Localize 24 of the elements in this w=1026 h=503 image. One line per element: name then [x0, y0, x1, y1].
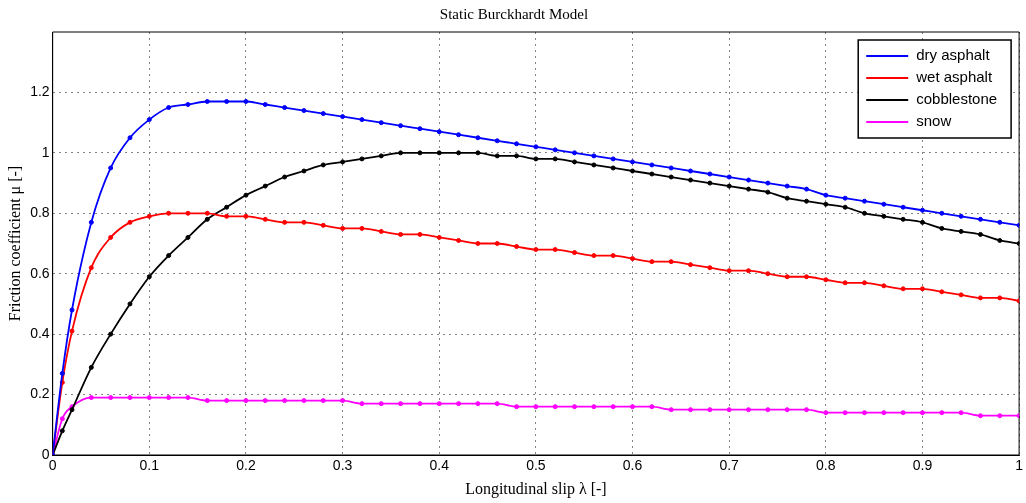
x-tick-label: 0.6: [622, 457, 643, 474]
y-tick-label: 0.6: [30, 264, 50, 281]
x-tick-label: 0.9: [912, 457, 933, 474]
legend-label: wet asphalt: [915, 68, 993, 86]
legend-label: snow: [916, 112, 952, 130]
x-tick-label: 0.8: [816, 457, 836, 474]
y-tick-label: 0.8: [30, 204, 50, 221]
x-axis-title: Longitudinal slip λ [-]: [465, 479, 607, 498]
y-axis-title: Friction coefficient μ [-]: [5, 165, 24, 322]
x-tick-label: 0.5: [526, 457, 546, 474]
y-tick-label: 1: [41, 143, 50, 160]
x-tick-label: 0.2: [236, 457, 256, 474]
legend-label: dry asphalt: [916, 46, 991, 64]
x-tick-label: 0.3: [332, 457, 353, 474]
y-tick-label: 0: [41, 445, 50, 462]
legend-label: cobblestone: [916, 90, 998, 108]
x-tick-label: 0.7: [719, 457, 740, 474]
y-tick-label: 1.2: [30, 83, 50, 100]
y-tick-label: 0.4: [30, 325, 50, 341]
y-tick-label: 0.2: [30, 385, 50, 402]
x-tick-label: 0.4: [429, 457, 450, 474]
x-tick-label: 1: [1015, 457, 1024, 474]
chart-title: Static Burckhardt Model: [439, 5, 589, 22]
x-tick-label: 0.1: [139, 457, 160, 474]
